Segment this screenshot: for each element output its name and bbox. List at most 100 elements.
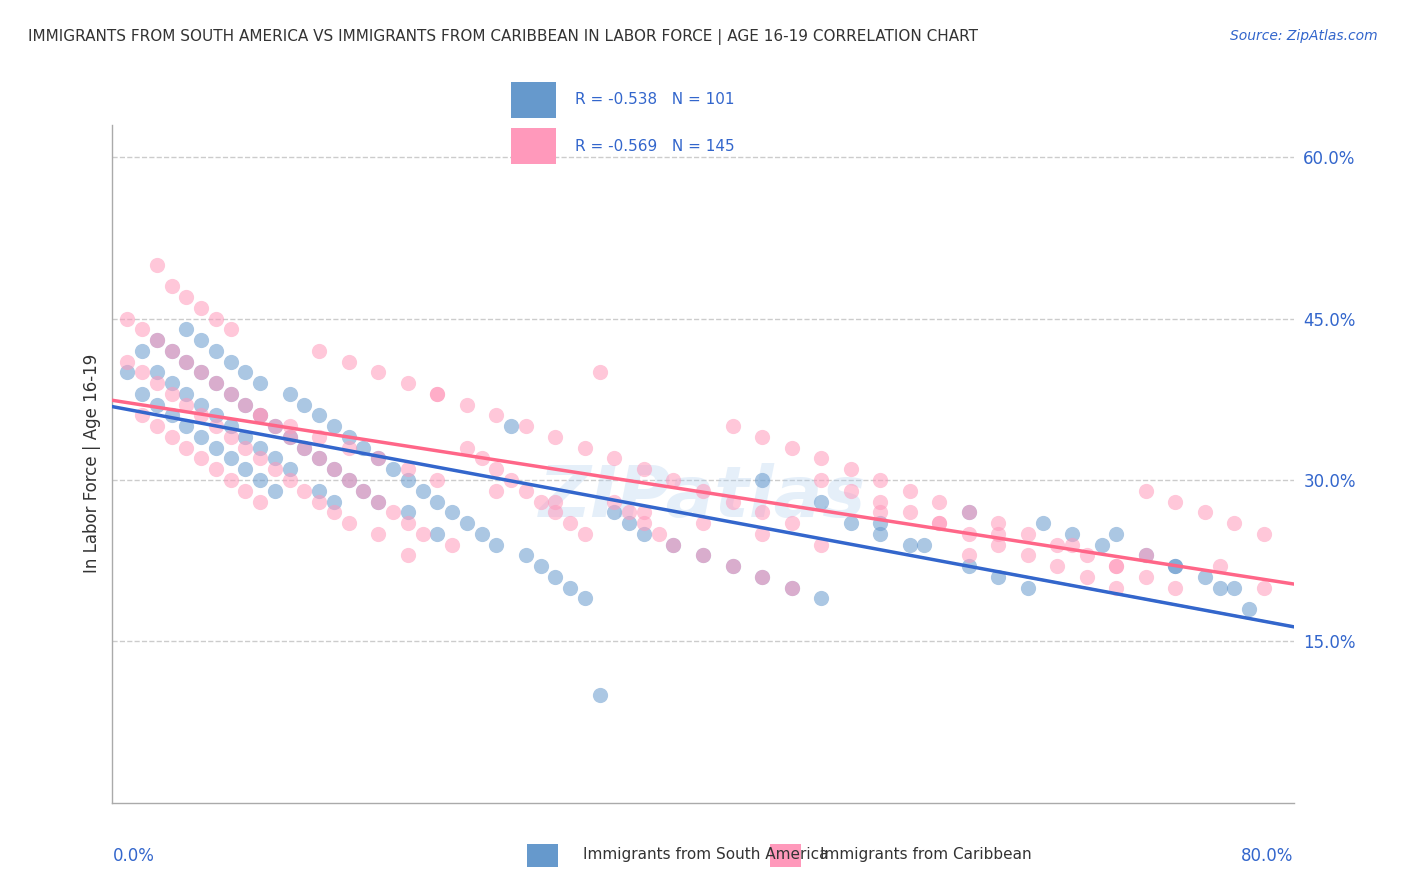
Point bbox=[131, 409, 153, 423]
Point bbox=[914, 537, 936, 551]
Point bbox=[558, 516, 582, 530]
Point bbox=[160, 343, 183, 358]
Point bbox=[1091, 537, 1114, 551]
Point bbox=[544, 505, 567, 519]
Point bbox=[662, 473, 685, 487]
Point bbox=[751, 570, 773, 584]
Point bbox=[352, 483, 374, 498]
Point bbox=[574, 591, 596, 606]
Point bbox=[1208, 581, 1232, 595]
Point bbox=[382, 505, 405, 519]
Point bbox=[1076, 570, 1098, 584]
Point bbox=[780, 581, 803, 595]
Point bbox=[1017, 581, 1039, 595]
Point bbox=[233, 398, 256, 412]
Point bbox=[205, 441, 228, 455]
Point bbox=[117, 311, 138, 326]
Point bbox=[869, 473, 891, 487]
Point bbox=[205, 419, 228, 434]
Point bbox=[190, 365, 212, 379]
Y-axis label: In Labor Force | Age 16-19: In Labor Force | Age 16-19 bbox=[83, 354, 101, 574]
Point bbox=[810, 473, 832, 487]
Point bbox=[160, 409, 183, 423]
Point bbox=[292, 441, 315, 455]
Point bbox=[957, 549, 980, 563]
Point bbox=[662, 537, 685, 551]
Point bbox=[174, 441, 197, 455]
Point bbox=[574, 526, 596, 541]
Point bbox=[441, 505, 464, 519]
Point bbox=[337, 516, 360, 530]
Point bbox=[308, 409, 330, 423]
Point bbox=[190, 430, 212, 444]
Point bbox=[352, 441, 374, 455]
Point bbox=[456, 516, 478, 530]
Point bbox=[308, 451, 330, 466]
Point bbox=[515, 549, 537, 563]
Point bbox=[1062, 526, 1084, 541]
Point bbox=[411, 483, 433, 498]
Point bbox=[249, 473, 271, 487]
Point bbox=[957, 505, 980, 519]
Point bbox=[146, 333, 169, 347]
Point bbox=[603, 451, 626, 466]
Point bbox=[367, 494, 389, 508]
Point bbox=[603, 505, 626, 519]
Point bbox=[633, 516, 655, 530]
Point bbox=[396, 505, 419, 519]
Point bbox=[1046, 559, 1069, 574]
Text: R = -0.538   N = 101: R = -0.538 N = 101 bbox=[575, 92, 734, 106]
Point bbox=[367, 451, 389, 466]
Point bbox=[219, 473, 242, 487]
Point bbox=[190, 301, 212, 315]
Point bbox=[396, 549, 419, 563]
Point bbox=[456, 398, 478, 412]
Point bbox=[278, 462, 301, 476]
Point bbox=[219, 387, 242, 401]
Point bbox=[396, 376, 419, 391]
Point bbox=[1135, 570, 1157, 584]
Point bbox=[485, 537, 508, 551]
Point bbox=[810, 591, 832, 606]
Point bbox=[382, 462, 405, 476]
Point bbox=[780, 581, 803, 595]
Point bbox=[367, 365, 389, 379]
Point bbox=[249, 409, 271, 423]
Point bbox=[1032, 516, 1054, 530]
Point bbox=[174, 322, 197, 336]
Point bbox=[1208, 559, 1232, 574]
Point bbox=[337, 430, 360, 444]
Text: IMMIGRANTS FROM SOUTH AMERICA VS IMMIGRANTS FROM CARIBBEAN IN LABOR FORCE | AGE : IMMIGRANTS FROM SOUTH AMERICA VS IMMIGRA… bbox=[28, 29, 979, 45]
Point bbox=[174, 290, 197, 304]
Point bbox=[1105, 526, 1128, 541]
Point bbox=[308, 483, 330, 498]
Point bbox=[692, 516, 714, 530]
Point bbox=[174, 419, 197, 434]
Point bbox=[869, 526, 891, 541]
Point bbox=[1017, 549, 1039, 563]
Point bbox=[205, 311, 228, 326]
Point bbox=[337, 354, 360, 368]
Point bbox=[898, 537, 921, 551]
Point bbox=[233, 441, 256, 455]
Point bbox=[396, 462, 419, 476]
Point bbox=[810, 537, 832, 551]
Point bbox=[751, 505, 773, 519]
Point bbox=[174, 354, 197, 368]
Point bbox=[249, 441, 271, 455]
Point bbox=[1164, 494, 1187, 508]
Point bbox=[146, 419, 169, 434]
Point bbox=[1194, 505, 1216, 519]
Point bbox=[337, 473, 360, 487]
Point bbox=[529, 559, 551, 574]
Point bbox=[869, 516, 891, 530]
Point bbox=[1105, 559, 1128, 574]
Point bbox=[174, 387, 197, 401]
Point bbox=[1223, 516, 1246, 530]
Point bbox=[396, 516, 419, 530]
Point bbox=[839, 483, 862, 498]
Point bbox=[146, 258, 169, 272]
Point bbox=[869, 494, 891, 508]
Point bbox=[544, 430, 567, 444]
Text: Immigrants from South America: Immigrants from South America bbox=[583, 847, 830, 862]
